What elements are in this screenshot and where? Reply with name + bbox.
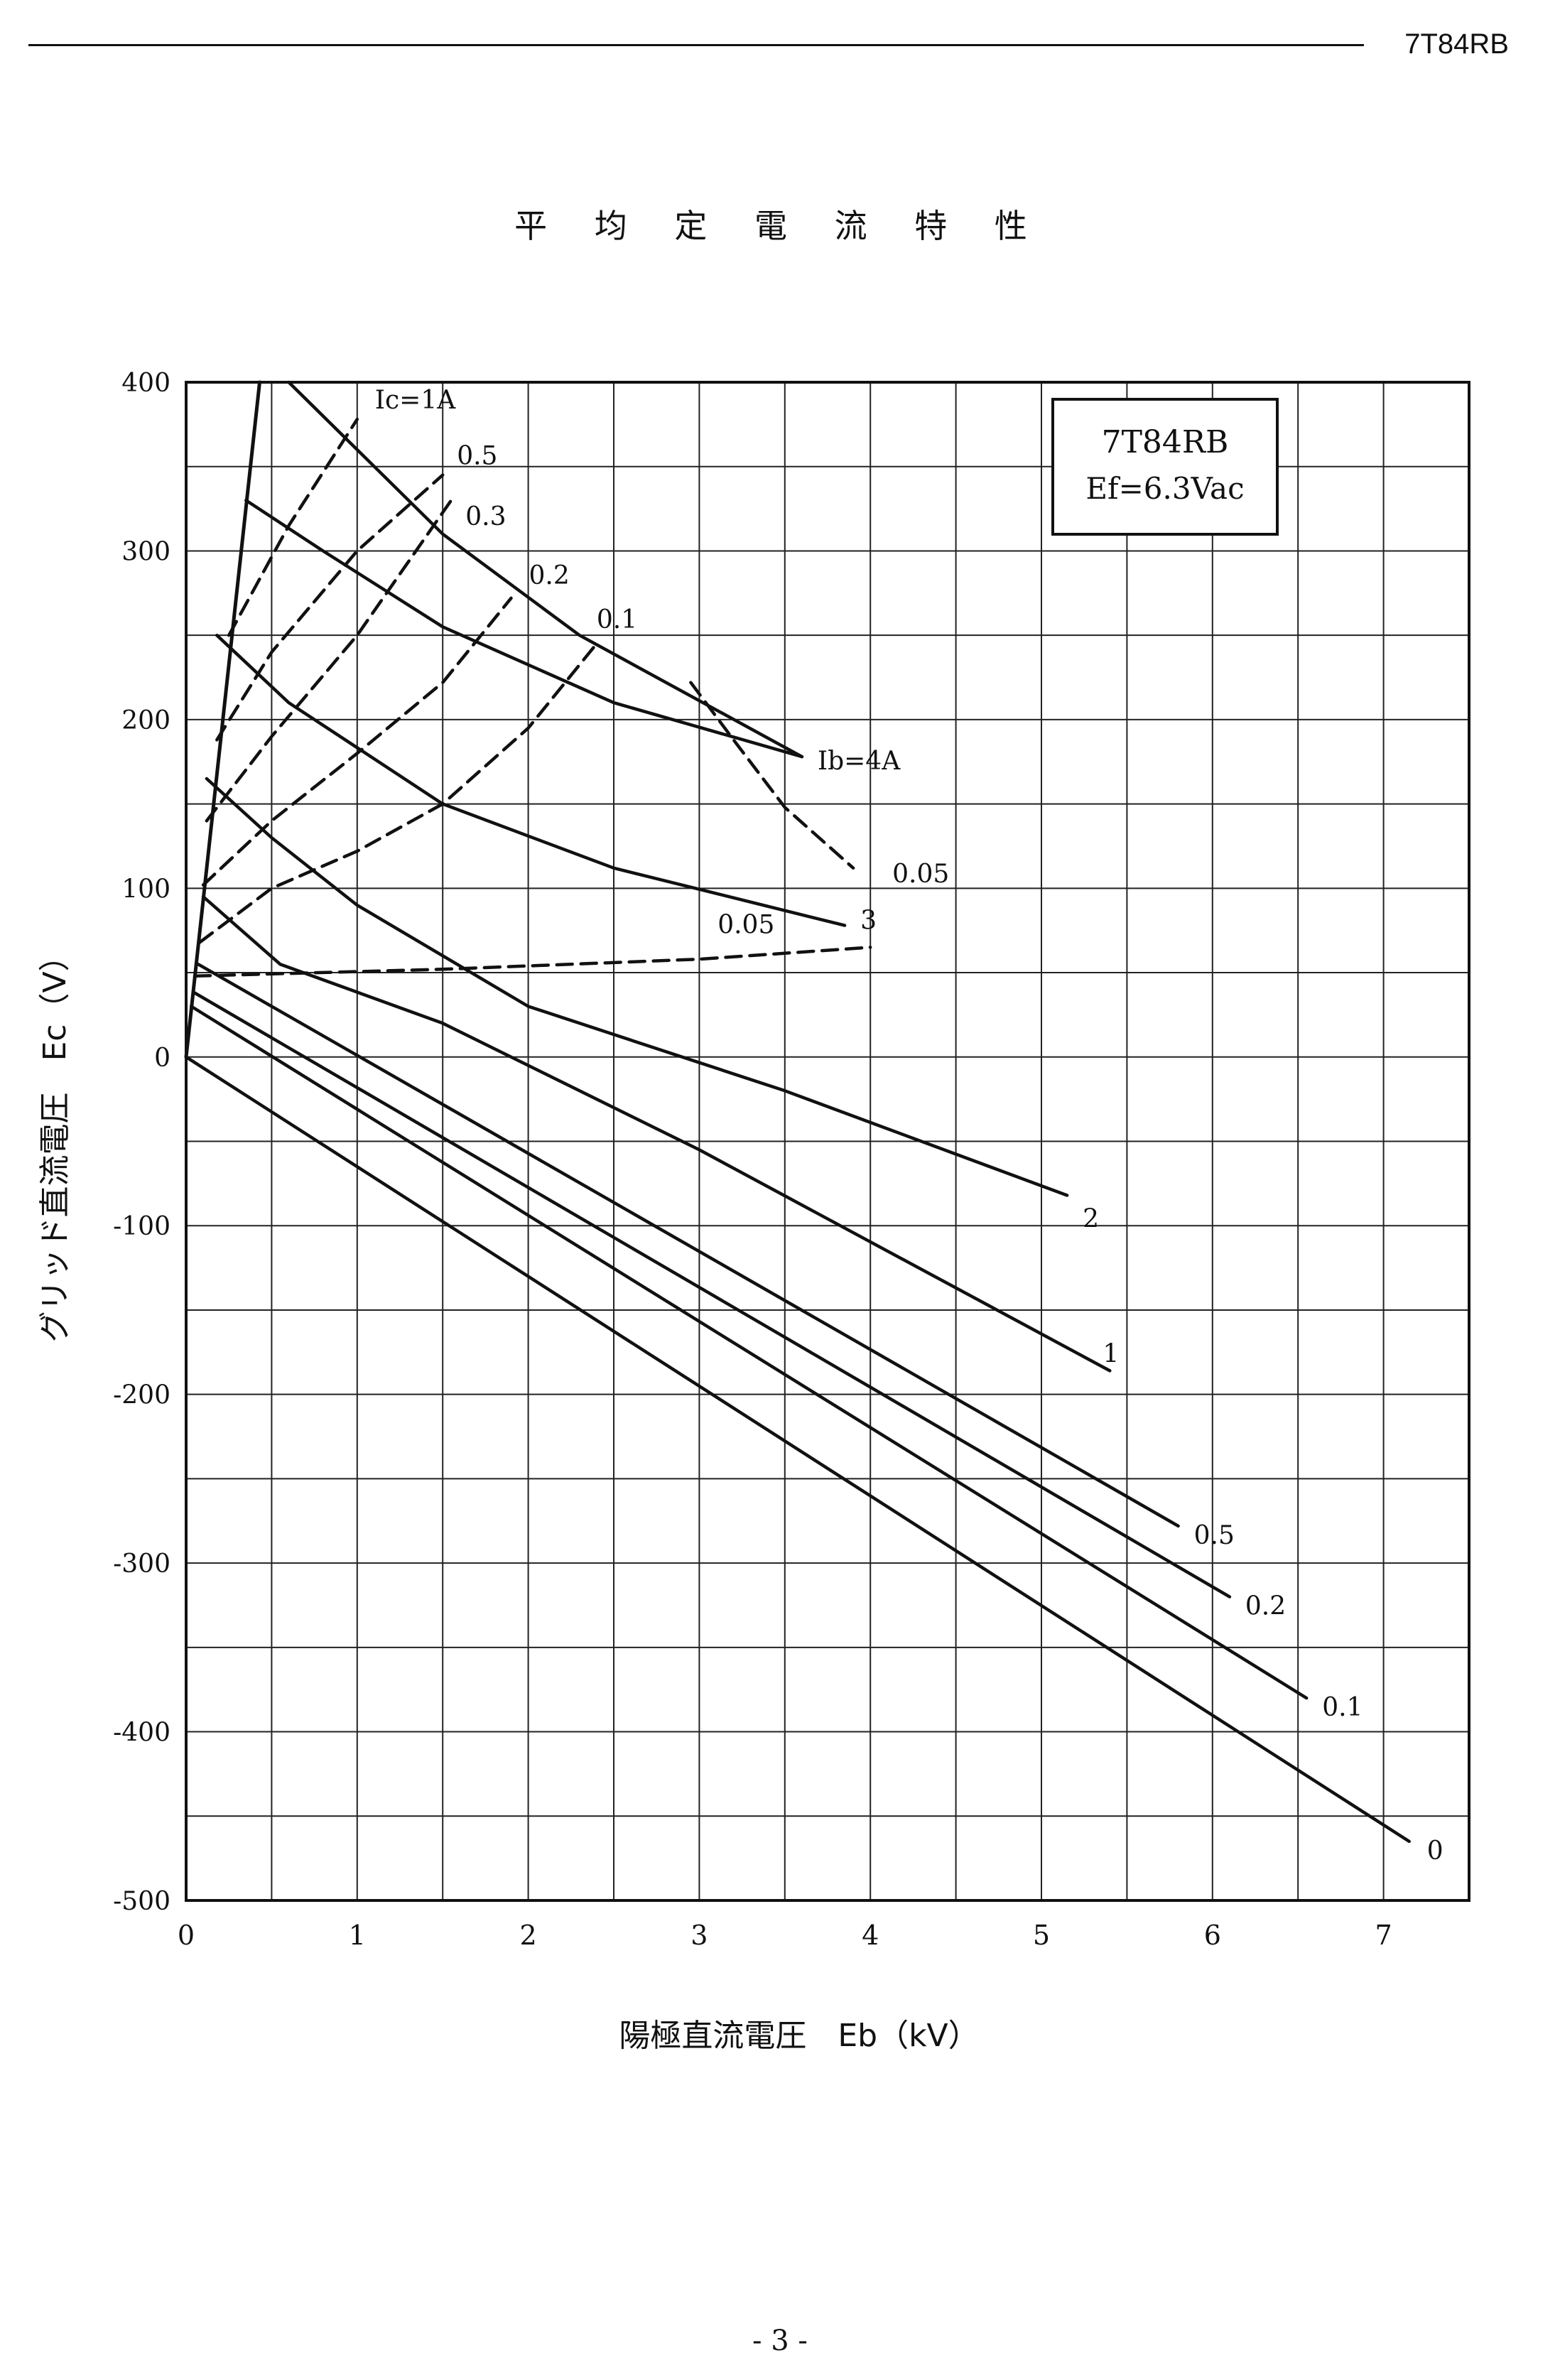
y-tick-label: 0 <box>154 1044 170 1073</box>
y-tick-label: -200 <box>113 1381 170 1410</box>
document-code: 7T84RB <box>1404 28 1509 60</box>
x-tick-label: 0 <box>178 1920 195 1951</box>
curve-label: 0.1 <box>1322 1693 1363 1722</box>
curve-label: 0 <box>1427 1837 1443 1866</box>
y-tick-label: 400 <box>121 369 170 398</box>
page-number: - 3 - <box>752 2325 808 2357</box>
curve-label: Ic=1A <box>375 386 456 415</box>
x-tick-label: 3 <box>690 1920 708 1951</box>
y-tick-label: -400 <box>113 1719 170 1748</box>
curve-label: 0.05 <box>892 860 949 889</box>
grid-layer <box>185 381 1470 1902</box>
grid-current-curve <box>227 417 359 637</box>
header-rule <box>28 44 1364 46</box>
plate-current-curve <box>215 633 847 927</box>
curve-label: 0.05 <box>717 910 774 939</box>
y-tick-label: 300 <box>121 537 170 566</box>
curve-label: 0.2 <box>1245 1592 1286 1621</box>
curve-label: 0.3 <box>465 502 506 531</box>
y-axis-title: グリッド直流電圧 Ec（V） <box>37 940 73 1342</box>
info-box: 7T84RB Ef=6.3Vac <box>1051 398 1279 536</box>
chart: 400 300 200 100 0 -100 -200 -300 -400 -500 0 1 2 3 4 5 6… <box>37 369 1470 2054</box>
plate-current-curve <box>201 894 1112 1373</box>
grid-current-curve <box>205 498 453 823</box>
plate-current-curve <box>196 962 1180 1528</box>
plate-current-curve <box>287 380 804 759</box>
curve-label: 0.1 <box>597 605 637 634</box>
y-tick-label: 100 <box>121 875 170 904</box>
plate-current-curve <box>184 380 261 1059</box>
y-tick-label: -100 <box>113 1212 170 1241</box>
x-tick-label: 1 <box>349 1920 366 1951</box>
curve-layer <box>184 380 1411 1844</box>
plot-frame <box>185 381 1470 1902</box>
label-layer: 400 300 200 100 0 -100 -200 -300 -400 -500 0 1 2 3 4 5 6… <box>37 369 1443 2054</box>
x-axis-title: 陽極直流電圧 Eb（kV） <box>619 2018 979 2054</box>
grid-current-curve <box>193 946 872 978</box>
curve-label: 0.2 <box>529 561 570 590</box>
curve-label: 3 <box>860 907 877 936</box>
x-tick-label: 6 <box>1204 1920 1221 1951</box>
info-box-filament: Ef=6.3Vac <box>1085 471 1244 506</box>
chart-title: 平 均 定 電 流 特 性 <box>514 207 1046 245</box>
grid-current-curve <box>198 642 599 944</box>
plate-current-curve <box>189 1005 1309 1700</box>
info-box-tube: 7T84RB <box>1102 424 1229 460</box>
info-box-frame <box>1051 398 1279 536</box>
curve-label: 1 <box>1103 1339 1119 1368</box>
plate-current-curve <box>184 1055 1411 1844</box>
x-tick-label: 5 <box>1033 1920 1050 1951</box>
grid-current-curve <box>689 681 855 870</box>
x-tick-label: 7 <box>1375 1920 1392 1951</box>
curve-label: Ib=4A <box>818 747 901 776</box>
curve-label: 0.5 <box>457 442 497 471</box>
x-tick-label: 4 <box>862 1920 879 1951</box>
plate-current-curve <box>205 777 1069 1197</box>
grid-current-curve <box>215 473 445 742</box>
y-tick-label: 200 <box>121 706 170 735</box>
plate-current-curve <box>244 498 804 759</box>
y-tick-label: -300 <box>113 1549 170 1579</box>
grid-current-curve <box>201 596 513 887</box>
curve-label: 0.5 <box>1194 1521 1235 1550</box>
y-tick-label: -500 <box>113 1887 170 1916</box>
curve-label: 2 <box>1083 1204 1099 1233</box>
plate-current-curve <box>193 991 1232 1599</box>
x-tick-label: 2 <box>520 1920 537 1951</box>
